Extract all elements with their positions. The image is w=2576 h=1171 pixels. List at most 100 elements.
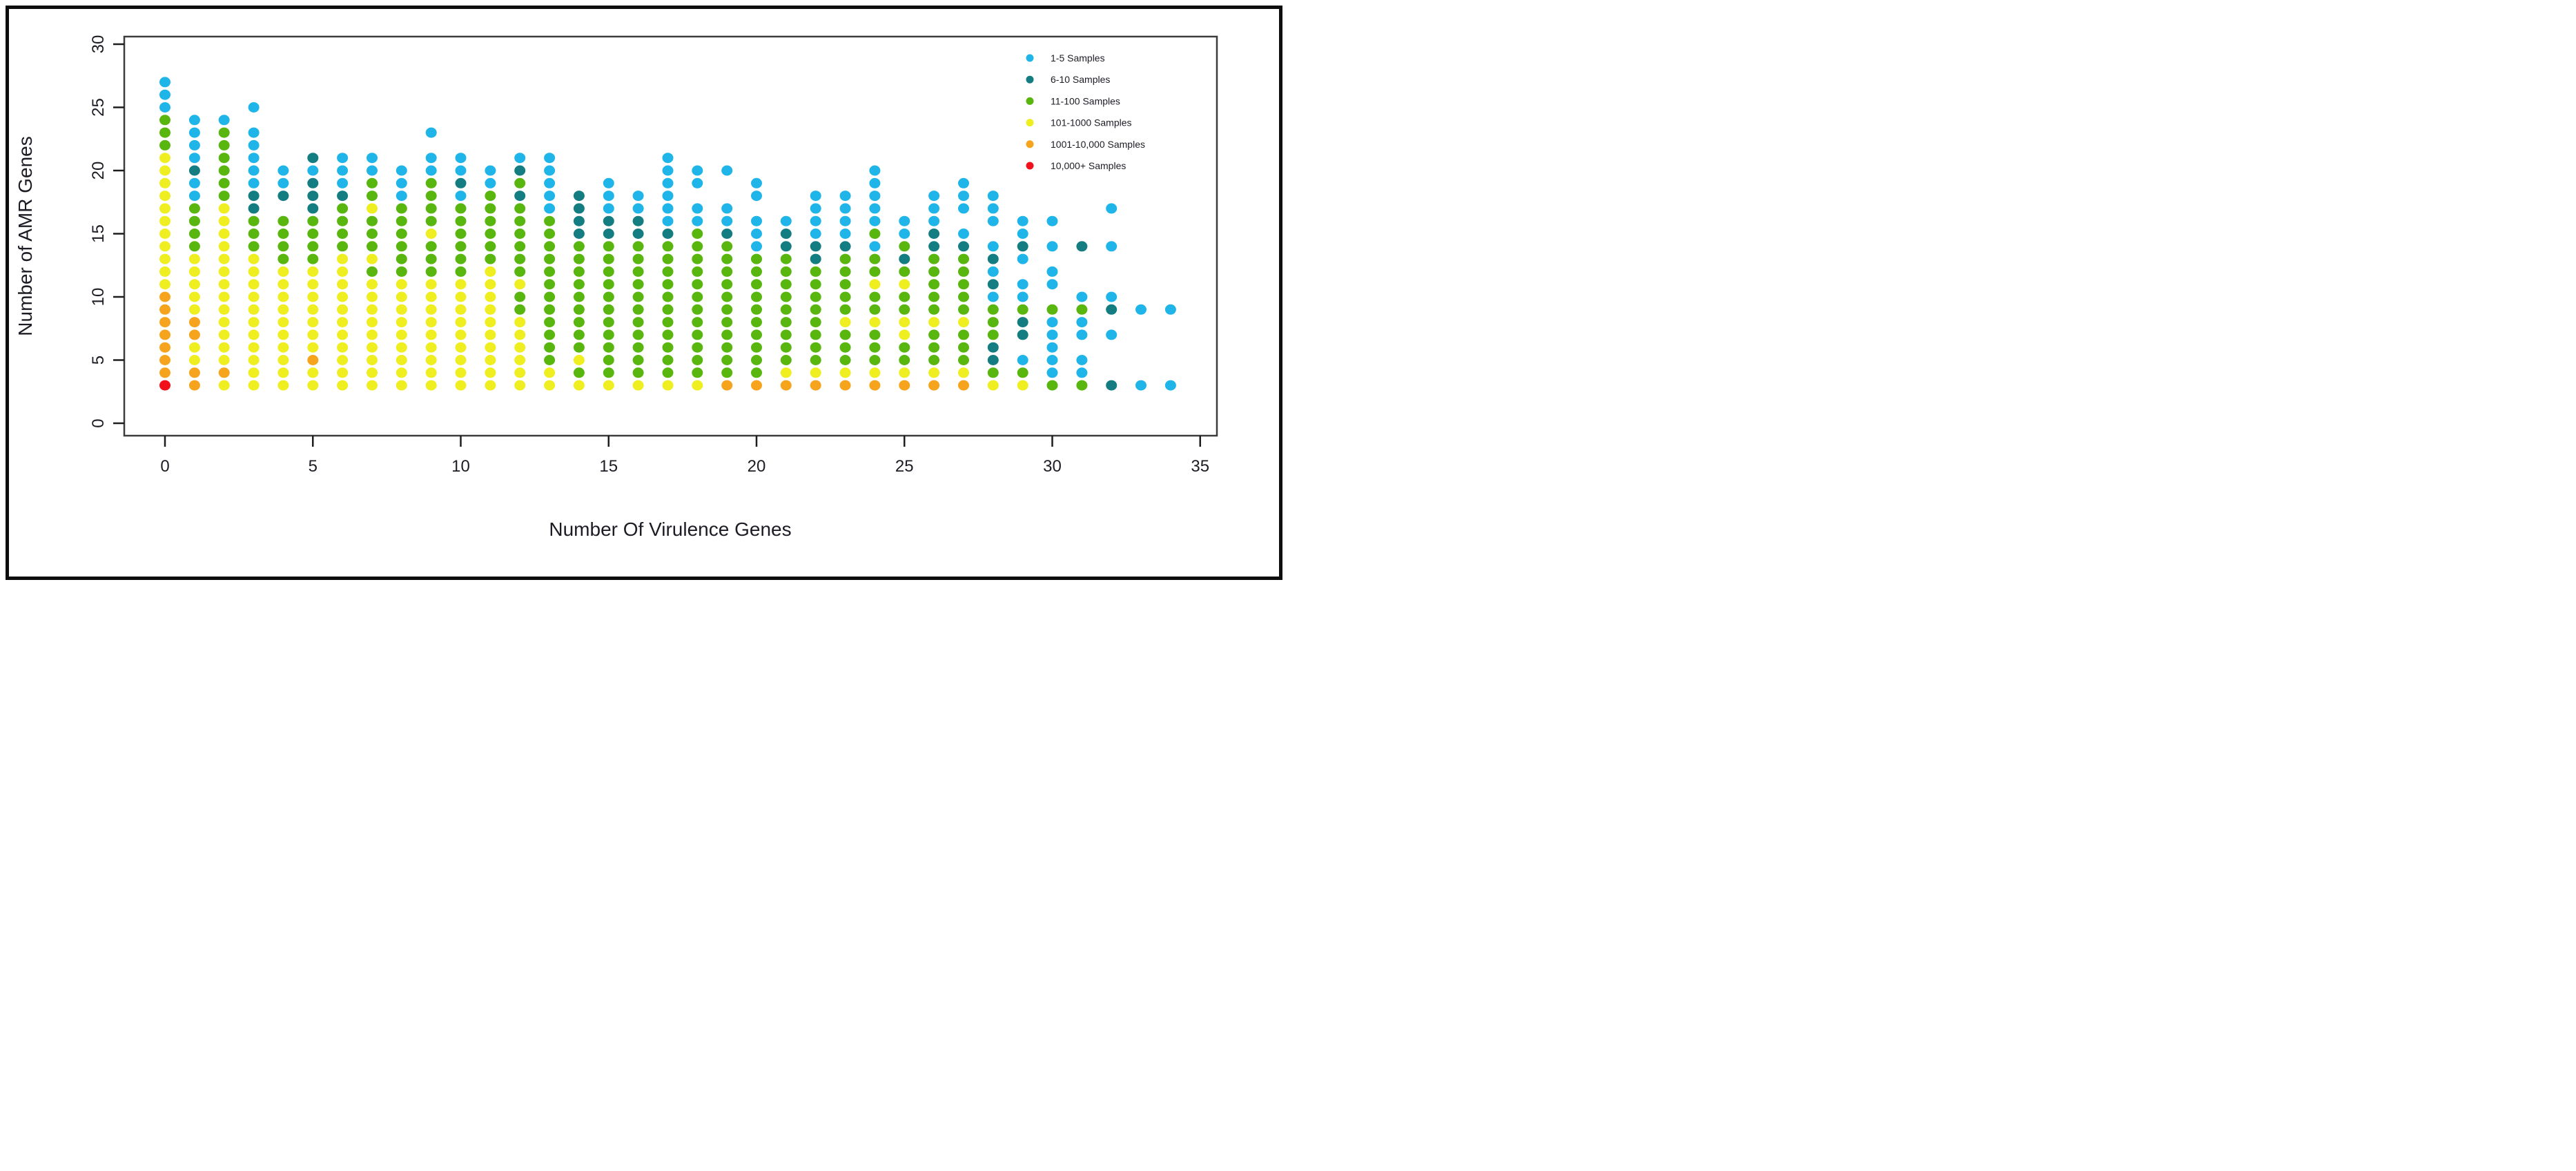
data-point <box>455 329 467 340</box>
data-point <box>218 127 230 138</box>
data-point <box>307 153 319 164</box>
data-point <box>307 367 319 378</box>
data-point <box>514 380 526 391</box>
data-point <box>218 355 230 365</box>
data-point <box>928 241 940 252</box>
data-point <box>662 329 674 340</box>
data-point <box>188 215 200 226</box>
data-point <box>662 279 674 290</box>
data-point <box>485 355 496 365</box>
data-point <box>307 279 319 290</box>
data-point <box>277 317 289 328</box>
data-point <box>455 342 467 353</box>
data-point <box>899 253 910 264</box>
data-point <box>188 380 200 391</box>
data-point <box>218 253 230 264</box>
data-point <box>277 165 289 176</box>
data-point <box>751 177 762 188</box>
data-point <box>248 191 260 202</box>
data-point <box>958 317 969 328</box>
data-point <box>928 342 940 353</box>
data-point <box>632 380 644 391</box>
data-point <box>780 342 792 353</box>
data-point <box>603 203 614 214</box>
data-point <box>1076 367 1088 378</box>
data-point <box>721 291 733 302</box>
data-point <box>188 367 200 378</box>
data-point <box>485 191 496 202</box>
data-point <box>869 266 881 277</box>
data-point <box>721 367 733 378</box>
data-point <box>277 367 289 378</box>
data-point <box>514 191 526 202</box>
data-point <box>396 380 407 391</box>
data-point <box>987 317 999 328</box>
data-point <box>839 329 851 340</box>
data-point <box>751 253 762 264</box>
data-point <box>987 253 999 264</box>
y-tick-label: 15 <box>89 224 108 243</box>
data-point <box>928 367 940 378</box>
data-point <box>662 241 674 252</box>
data-point <box>188 266 200 277</box>
data-point <box>987 367 999 378</box>
data-point <box>869 342 881 353</box>
data-point <box>751 342 762 353</box>
data-point <box>455 191 467 202</box>
data-point <box>603 191 614 202</box>
x-tick-label: 20 <box>748 457 766 476</box>
data-point <box>1164 380 1176 391</box>
data-point <box>485 342 496 353</box>
data-point <box>307 191 319 202</box>
data-point <box>810 355 821 365</box>
data-point <box>987 329 999 340</box>
data-point <box>958 203 969 214</box>
data-point <box>188 115 200 126</box>
data-point <box>721 279 733 290</box>
data-point <box>396 291 407 302</box>
data-point <box>159 342 170 353</box>
data-point <box>455 317 467 328</box>
data-point <box>455 177 467 188</box>
data-point <box>839 241 851 252</box>
data-point <box>869 355 881 365</box>
data-point <box>425 329 437 340</box>
legend-label: 1-5 Samples <box>1051 52 1105 64</box>
data-point <box>188 153 200 164</box>
data-point <box>425 367 437 378</box>
data-point <box>425 279 437 290</box>
data-point <box>367 367 378 378</box>
data-point <box>188 291 200 302</box>
data-point <box>632 253 644 264</box>
data-point <box>159 291 170 302</box>
data-point <box>692 253 703 264</box>
data-point <box>692 342 703 353</box>
data-point <box>573 191 585 202</box>
data-point <box>869 291 881 302</box>
data-point <box>573 241 585 252</box>
data-point <box>721 229 733 239</box>
data-point <box>485 380 496 391</box>
data-point <box>692 317 703 328</box>
data-point <box>780 355 792 365</box>
data-point <box>632 355 644 365</box>
data-point <box>218 342 230 353</box>
data-point <box>573 342 585 353</box>
data-point <box>869 304 881 315</box>
data-point <box>1046 355 1058 365</box>
data-point <box>248 229 260 239</box>
data-point <box>692 177 703 188</box>
data-point <box>573 329 585 340</box>
data-point <box>573 355 585 365</box>
data-point <box>603 241 614 252</box>
data-point <box>899 279 910 290</box>
data-point <box>218 266 230 277</box>
data-point <box>662 304 674 315</box>
data-point <box>1046 304 1058 315</box>
data-point <box>514 241 526 252</box>
data-point <box>1017 355 1028 365</box>
x-tick-label: 10 <box>451 457 470 476</box>
data-point <box>277 279 289 290</box>
data-point <box>780 241 792 252</box>
data-point <box>721 241 733 252</box>
